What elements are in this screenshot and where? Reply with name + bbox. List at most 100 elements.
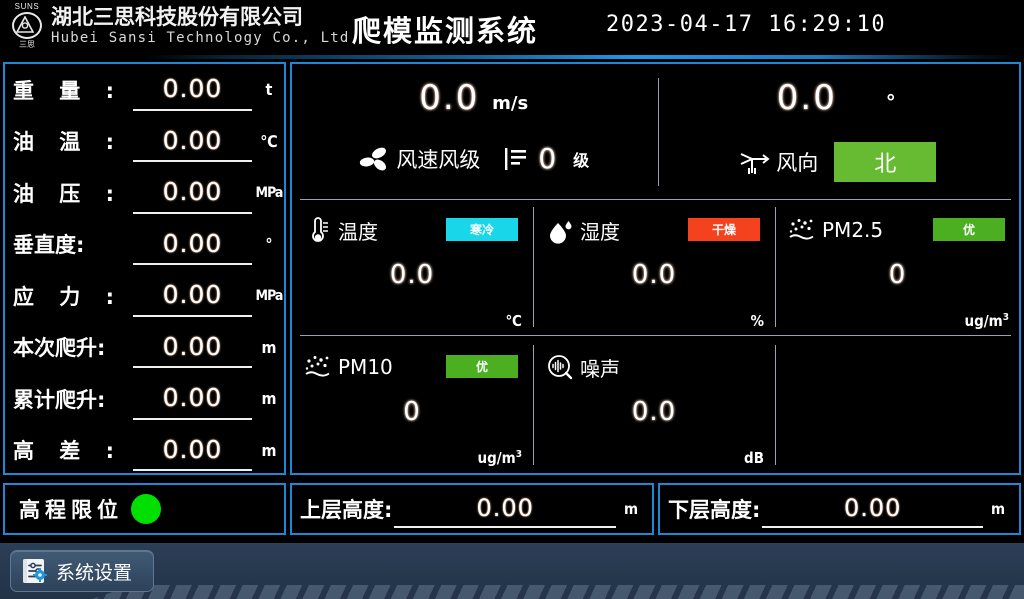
param-value: 0.00 (162, 228, 223, 258)
sensor-head: 湿度 (546, 216, 620, 245)
param-row-oil-pressure: 油 压 : 0.00 MPa (5, 167, 284, 219)
sensor-head: PM2.5 (788, 216, 883, 244)
height-difference-field[interactable]: 0.00 (133, 429, 252, 472)
wind-speed-unit: m/s (492, 93, 529, 114)
page-title: 爬模监测系统 (352, 14, 539, 48)
logo-circle-shape (12, 12, 42, 39)
sensor-card-pm25: PM2.5 优 0 ug/m3 (776, 200, 1019, 336)
param-label: 累计爬升: (13, 387, 106, 412)
status-badge: 干燥 (688, 218, 760, 241)
logo-triangle-glyph (16, 16, 34, 33)
param-unit: m (261, 337, 277, 357)
param-unit: MPa (255, 184, 284, 201)
sensor-unit: ℃ (505, 312, 522, 330)
sensor-title: 温度 (338, 220, 378, 244)
sensor-card-humidity: 湿度 干燥 0.0 % (534, 200, 774, 336)
app-header: SUNS 三思 湖北三思科技股份有限公司 Hubei Sansi Technol… (0, 0, 1024, 52)
wind-speed-readout: 0.0 m/s (292, 78, 656, 118)
param-label: 油 压 : (13, 181, 124, 206)
lower-height-label: 下层高度: (668, 498, 761, 522)
lower-height-unit: m (990, 500, 1006, 518)
total-climb-field[interactable]: 0.00 (133, 378, 252, 420)
param-value: 0.00 (162, 331, 223, 361)
lower-height-value: 0.00 (843, 494, 902, 522)
company-name-cn: 湖北三思科技股份有限公司 (51, 5, 303, 29)
stress-field[interactable]: 0.00 (133, 275, 252, 317)
taskbar-decoration (92, 585, 1024, 599)
wind-level-unit: 级 (573, 150, 590, 170)
param-label: 油 温 : (13, 130, 124, 155)
parameters-panel: 重 量 : 0.00 t 油 温 : 0.00 ℃ 油 压 : 0.00 MPa… (3, 62, 286, 475)
current-climb-field[interactable]: 0.00 (133, 326, 252, 369)
sensor-value: 0 (403, 397, 421, 427)
upper-height-label: 上层高度: (300, 498, 393, 522)
oil-pressure-field[interactable]: 0.00 (133, 172, 252, 214)
elevation-limit-led (131, 494, 161, 524)
verticality-field[interactable]: 0.00 (133, 223, 252, 266)
wind-direction-label: 风向 (776, 151, 819, 175)
thermometer-icon (312, 216, 328, 242)
sensor-grid-vline-3 (533, 345, 534, 465)
sensor-unit: ug/m3 (477, 449, 522, 467)
weight-field[interactable]: 0.00 (133, 69, 252, 111)
wind-level-value: 0 (538, 142, 558, 175)
company-name-block: 湖北三思科技股份有限公司 Hubei Sansi Technology Co.,… (51, 5, 350, 47)
param-label: 应 力 : (13, 284, 124, 309)
param-row-oil-temperature: 油 温 : 0.00 ℃ (5, 116, 284, 168)
company-name-en: Hubei Sansi Technology Co., Ltd (51, 30, 350, 46)
wind-section-divider (658, 78, 660, 186)
param-unit: MPa (255, 287, 284, 304)
param-value: 0.00 (162, 74, 223, 104)
weathervane-icon (740, 153, 770, 174)
lower-height-panel: 下层高度: 0.00 m (658, 483, 1021, 535)
param-value: 0.00 (162, 383, 223, 413)
environment-panel: 0.0 m/s 风速风级 (290, 62, 1021, 475)
lower-height-field[interactable]: 0.00 (762, 490, 983, 528)
system-settings-button[interactable]: 系统设置 (10, 550, 154, 592)
oil-temperature-field[interactable]: 0.00 (133, 120, 252, 163)
param-label: 重 量 : (13, 78, 124, 103)
wind-direction-card: 0.0 ° 风向 北 (656, 64, 1020, 199)
status-badge: 寒冷 (446, 218, 518, 241)
param-unit: ℃ (260, 131, 278, 151)
sensor-head: 噪声 (546, 353, 620, 382)
param-unit: m (261, 389, 277, 409)
sensor-title: PM2.5 (822, 218, 884, 242)
param-value: 0.00 (162, 177, 223, 207)
sensor-unit: dB (744, 449, 764, 467)
wind-section: 0.0 m/s 风速风级 (292, 64, 1019, 199)
sensor-title: 湿度 (580, 220, 620, 244)
header-divider (0, 55, 1024, 59)
sensor-grid-vline-1 (533, 207, 534, 327)
suns-triangle-logo-icon: SUNS 三思 (6, 3, 48, 49)
logo-mark-bottom-text: 三思 (19, 40, 35, 49)
fan-icon (360, 147, 387, 170)
wind-speed-label: 风速风级 (396, 147, 481, 172)
sensor-grid-vline-2 (775, 207, 776, 327)
param-value: 0.00 (162, 280, 223, 310)
param-row-current-climb: 本次爬升: 0.00 m (5, 322, 284, 374)
settings-document-gear-icon (20, 556, 50, 586)
sensor-head: 温度 (304, 216, 378, 245)
param-row-total-climb: 累计爬升: 0.00 m (5, 373, 284, 425)
sensor-head: PM10 (304, 353, 393, 381)
elevation-limit-panel: 高程限位 (3, 483, 286, 535)
upper-height-value: 0.00 (476, 494, 534, 522)
wind-speed-value: 0.0 (419, 78, 480, 118)
upper-height-field[interactable]: 0.00 (394, 490, 616, 528)
wind-speed-meta: 风速风级 0 级 (292, 142, 656, 175)
wind-direction-unit: ° (885, 90, 898, 114)
sensor-value: 0.0 (631, 260, 677, 290)
param-label: 垂直度: (13, 233, 85, 258)
system-settings-label: 系统设置 (56, 561, 133, 584)
upper-height-unit: m (623, 500, 639, 518)
wind-direction-readout: 0.0 ° (656, 78, 1020, 118)
sensor-card-noise: 噪声 0.0 dB (534, 337, 774, 473)
param-value: 0.00 (162, 434, 223, 464)
param-row-verticality: 垂直度: 0.00 ° (5, 219, 284, 271)
wind-speed-card: 0.0 m/s 风速风级 (292, 64, 656, 199)
sensor-title: PM10 (338, 355, 393, 379)
taskbar: 系统设置 (0, 543, 1024, 599)
dust-particles-icon (789, 219, 814, 240)
logo-mark-top-text: SUNS (14, 2, 40, 11)
